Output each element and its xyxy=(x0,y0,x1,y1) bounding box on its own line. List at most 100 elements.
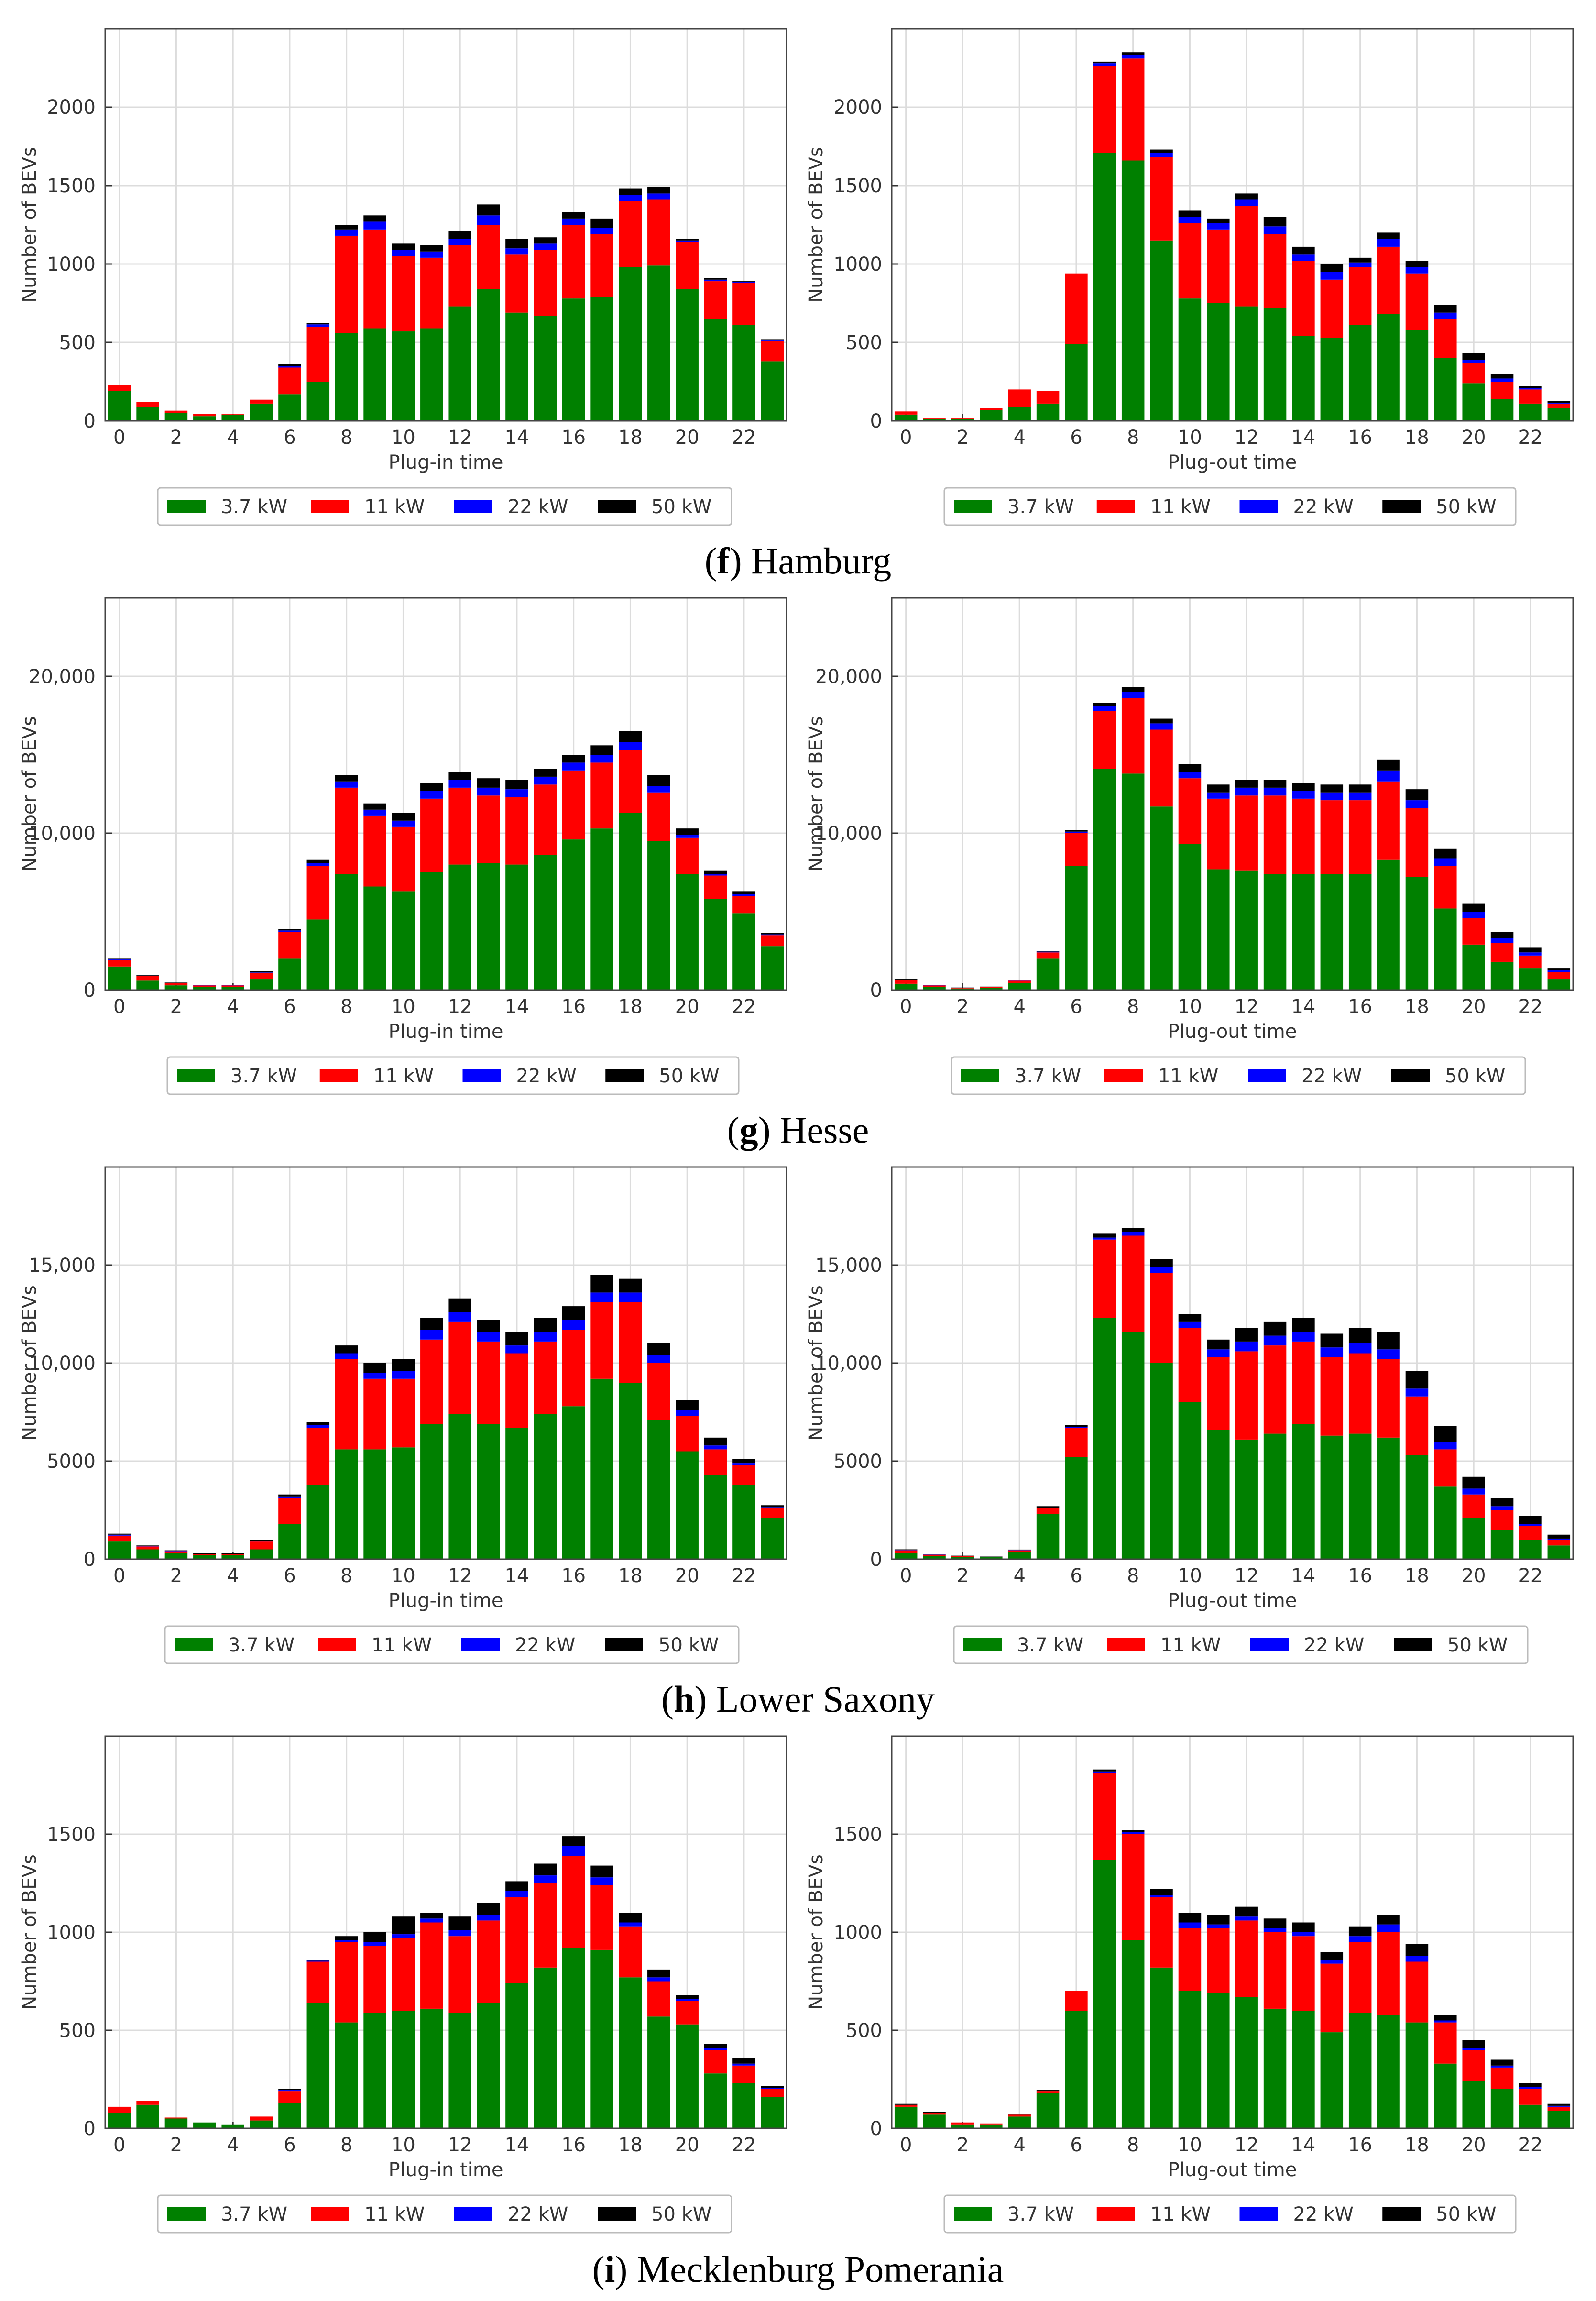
y-tick-label: 0 xyxy=(870,1549,882,1571)
legend-swatch xyxy=(1107,1638,1145,1651)
x-tick-label: 6 xyxy=(284,2134,295,2156)
bar-segment xyxy=(505,780,528,790)
bar-segment xyxy=(448,1414,471,1559)
bar-segment xyxy=(1235,193,1258,200)
bar-segment xyxy=(448,780,471,788)
bar-segment xyxy=(1490,399,1514,421)
bar-segment xyxy=(1036,1506,1060,1508)
bar-segment xyxy=(1462,2050,1485,2081)
bar-segment xyxy=(676,835,699,838)
bar-segment xyxy=(1093,63,1116,66)
bar-segment xyxy=(619,742,642,750)
bar-segment xyxy=(676,239,699,241)
bar-segment xyxy=(704,2044,727,2048)
bar-segment xyxy=(1121,1940,1145,2128)
bar-segment xyxy=(761,935,784,947)
bar-segment xyxy=(108,1535,131,1542)
legend-label: 3.7 kW xyxy=(1015,1065,1081,1087)
bar-segment xyxy=(420,872,443,990)
bar-segment xyxy=(732,894,755,896)
bar-segment xyxy=(363,1373,386,1379)
bar-segment xyxy=(250,972,273,973)
bar-segment xyxy=(1121,1228,1145,1232)
bar-segment xyxy=(1292,1318,1315,1332)
legend-label: 11 kW xyxy=(1160,1634,1221,1656)
x-tick-label: 16 xyxy=(1348,427,1372,449)
bar-segment xyxy=(1462,1476,1485,1489)
bar-segment xyxy=(1434,1486,1457,1559)
bar-segment xyxy=(1008,980,1031,983)
bar-segment xyxy=(1093,1233,1116,1238)
y-axis-label: Number of BEVs xyxy=(805,1285,827,1441)
bar-segment xyxy=(1348,257,1372,263)
bar-segment xyxy=(1462,903,1485,912)
bar-segment xyxy=(647,2016,670,2128)
plot-frame xyxy=(891,597,1574,991)
bar-segment xyxy=(647,187,670,194)
bar-segment xyxy=(534,237,557,244)
bar-segment xyxy=(923,418,946,419)
bar-segment xyxy=(1348,1328,1372,1343)
y-tick-label: 500 xyxy=(59,332,96,354)
bar-segment xyxy=(1235,1920,1258,1997)
bar-segment xyxy=(392,1447,415,1559)
bar-segment xyxy=(193,987,216,990)
bar-segment xyxy=(306,327,330,382)
y-tick-label: 20,000 xyxy=(815,666,882,688)
bar-segment xyxy=(1121,55,1145,59)
bar-segment xyxy=(590,755,613,763)
bar-segment xyxy=(676,1995,699,1999)
bar-segment xyxy=(306,324,330,327)
bar-segment xyxy=(1207,1357,1230,1430)
bar-segment xyxy=(335,235,358,333)
legend-swatch xyxy=(1239,500,1278,513)
x-tick-label: 22 xyxy=(1518,1565,1542,1587)
y-axis-label: Number of BEVs xyxy=(19,147,41,303)
x-tick-label: 10 xyxy=(1178,2134,1202,2156)
bar-segment xyxy=(704,1445,727,1450)
bar-segment xyxy=(505,1897,528,1983)
plot-area xyxy=(892,598,1573,990)
bar-segment xyxy=(1150,153,1173,157)
bar-segment xyxy=(1121,52,1145,55)
bar-segment xyxy=(923,985,946,986)
bar-segment xyxy=(704,870,727,874)
bar-segment xyxy=(221,414,244,415)
x-tick-label: 14 xyxy=(504,2134,529,2156)
legend-label: 50 kW xyxy=(1436,496,1496,518)
bar-segment xyxy=(1348,1936,1372,1942)
bar-segment xyxy=(164,2117,188,2119)
bar-segment xyxy=(1434,2020,1457,2023)
bar-segment xyxy=(250,1541,273,1550)
x-tick-label: 0 xyxy=(900,2134,912,2156)
bar-segment xyxy=(732,325,755,421)
bar-segment xyxy=(1377,314,1400,421)
y-tick-label: 1500 xyxy=(833,1824,882,1846)
x-axis-label: Plug-out time xyxy=(1168,1590,1297,1612)
bar-segment xyxy=(1263,1918,1287,1928)
bar-segment xyxy=(477,863,500,990)
bar-segment xyxy=(1519,968,1542,990)
bar-segment xyxy=(534,1883,557,1968)
bar-segment xyxy=(1036,2093,1060,2128)
bar-segment xyxy=(1547,972,1571,980)
legend-label: 50 kW xyxy=(1436,2203,1496,2225)
x-tick-label: 12 xyxy=(1235,427,1259,449)
legend-label: 50 kW xyxy=(659,1065,719,1087)
bar-segment xyxy=(420,1318,443,1330)
bar-segment xyxy=(1490,961,1514,990)
bar-segment xyxy=(193,985,216,986)
bar-segment xyxy=(1178,298,1202,421)
bar-segment xyxy=(980,2124,1003,2128)
legend-swatch xyxy=(462,1069,501,1082)
bar-segment xyxy=(1434,2063,1457,2128)
bar-segment xyxy=(1150,718,1173,724)
legend-box xyxy=(164,1625,740,1664)
bar-segment xyxy=(278,929,301,931)
bar-segment xyxy=(420,2008,443,2128)
legend-label: 22 kW xyxy=(1293,496,1354,518)
x-tick-label: 12 xyxy=(1235,996,1259,1018)
bar-segment xyxy=(1207,1928,1230,1993)
legend-swatch xyxy=(605,1638,643,1651)
bar-segment xyxy=(1065,1428,1088,1457)
